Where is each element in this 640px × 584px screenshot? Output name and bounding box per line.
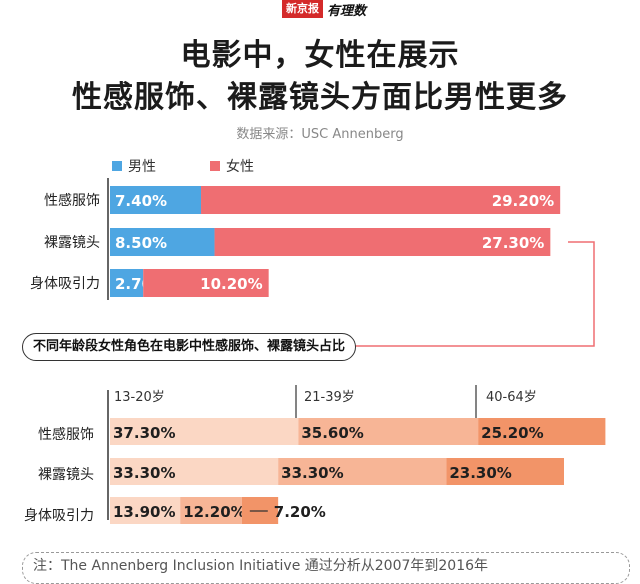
age-bar-label-1-row-2: 33.30% bbox=[113, 464, 175, 482]
age-bar-2-row-3 bbox=[180, 497, 242, 524]
chart-title-line-2: 性感服饰、裸露镜头方面比男性更多 bbox=[72, 80, 568, 115]
age-bar-label-1-row-3: 13.90% bbox=[113, 503, 175, 521]
age-bar-label-1-row-1: 37.30% bbox=[113, 424, 175, 442]
gender-row-label-1: 性感服饰 bbox=[44, 193, 100, 209]
age-row-label-1: 性感服饰 bbox=[38, 427, 94, 443]
age-bar-label-2-row-3: 12.20% bbox=[183, 503, 245, 521]
bar-label-male-1: 7.40% bbox=[115, 192, 167, 210]
brand: 新京报 有理数 bbox=[282, 0, 367, 19]
bar-female-1 bbox=[201, 186, 561, 214]
connector-line bbox=[560, 241, 595, 347]
bar-female-2 bbox=[214, 228, 551, 256]
age-row-label-2: 裸露镜头 bbox=[38, 467, 94, 483]
age-bar-3-row-3 bbox=[241, 497, 279, 524]
chart-title-line-1: 电影中，女性在展示 bbox=[180, 38, 460, 73]
bar-label-male-2: 8.50% bbox=[115, 234, 167, 252]
bar-male-1 bbox=[110, 186, 202, 214]
footnote: 注：The Annenberg Inclusion Initiative 通过分… bbox=[22, 552, 630, 584]
age-bar-1-row-1 bbox=[110, 418, 299, 445]
age-bar-label-2-row-2: 33.30% bbox=[281, 464, 343, 482]
bar-label-female-1: 29.20% bbox=[492, 192, 554, 210]
bar-label-female-2: 27.30% bbox=[482, 234, 544, 252]
legend-label-female: 女性 bbox=[226, 159, 254, 175]
age-bar-3-row-2 bbox=[446, 458, 564, 485]
bar-male-2 bbox=[110, 228, 215, 256]
brand-column-name: 有理数 bbox=[327, 3, 367, 19]
bar-male-3 bbox=[110, 269, 144, 297]
legend-item-female: 女性 bbox=[210, 156, 254, 176]
age-bar-1-row-2 bbox=[110, 458, 279, 485]
bar-label-male-3: 2.70% bbox=[115, 275, 167, 293]
age-bar-2-row-2 bbox=[278, 458, 447, 485]
age-header-2: 21-39岁 bbox=[304, 390, 355, 405]
age-bar-1-row-3 bbox=[110, 497, 181, 524]
age-row-label-3: 身体吸引力 bbox=[24, 508, 94, 524]
legend-swatch-male bbox=[112, 161, 122, 171]
age-bar-3-row-1 bbox=[478, 418, 606, 445]
age-header-3: 40-64岁 bbox=[486, 390, 537, 405]
age-bar-label-3-row-3: 7.20% bbox=[274, 503, 326, 521]
legend-label-male: 男性 bbox=[128, 159, 156, 175]
age-bar-label-3-row-2: 23.30% bbox=[449, 464, 511, 482]
bar-label-female-3: 10.20% bbox=[200, 275, 262, 293]
age-header-1: 13-20岁 bbox=[114, 390, 165, 405]
gender-row-label-3: 身体吸引力 bbox=[30, 276, 100, 292]
bar-female-3 bbox=[143, 269, 269, 297]
age-bar-label-3-row-1: 25.20% bbox=[481, 424, 543, 442]
brand-logo: 新京报 bbox=[282, 0, 323, 18]
age-bar-2-row-1 bbox=[298, 418, 479, 445]
gender-row-label-2: 裸露镜头 bbox=[44, 235, 100, 251]
section-2-title: 不同年龄段女性角色在电影中性感服饰、裸露镜头占比 bbox=[22, 333, 357, 361]
data-source: 数据来源：USC Annenberg bbox=[236, 127, 404, 142]
legend-swatch-female bbox=[210, 161, 220, 171]
legend-item-male: 男性 bbox=[112, 156, 156, 176]
age-bar-label-2-row-1: 35.60% bbox=[301, 424, 363, 442]
